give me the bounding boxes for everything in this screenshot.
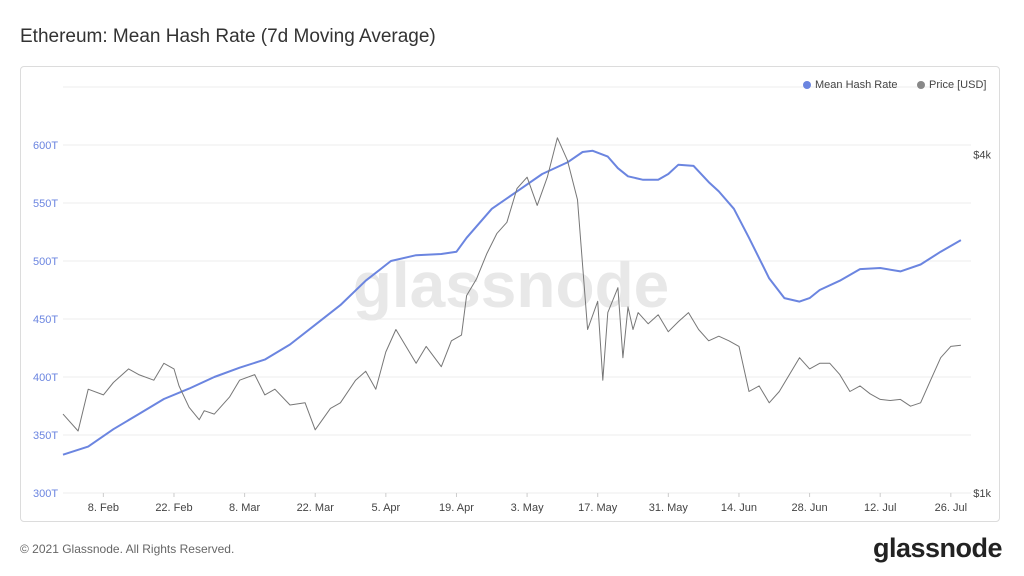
axis-layer: 300T 350T 400T 450T 500T 550T 600T $1k $4k 8. Feb… [33,140,991,514]
series-line-price [62,137,961,432]
series-layer [62,137,962,456]
y-left-tick: 400T [33,372,58,384]
legend-price-label: Price [USD] [929,79,987,91]
y-left-tick: 450T [33,314,58,326]
y-left-tick: 350T [33,430,58,442]
legend-price-dot [917,81,925,89]
watermark: glassnode [353,249,670,321]
x-tick-label: 17. May [578,502,618,514]
x-tick-label: 3. May [511,502,545,514]
x-tick-label: 22. Mar [297,502,335,514]
legend-hash[interactable]: Mean Hash Rate [803,79,898,91]
x-tick-label: 22. Feb [155,502,192,514]
copyright: © 2021 Glassnode. All Rights Reserved. [20,542,235,556]
legend-hash-label: Mean Hash Rate [815,79,898,91]
x-tick-label: 8. Mar [229,502,261,514]
x-tick-label: 14. Jun [721,502,757,514]
page-title: Ethereum: Mean Hash Rate (7d Moving Aver… [20,26,436,47]
x-tick-label: 31. May [649,502,689,514]
legend-hash-dot [803,81,811,89]
chart-panel: glassnode 300T 350T 400T 450T 500T 550T 600T $1… [20,66,1000,522]
legend-price[interactable]: Price [USD] [917,79,986,91]
y-right-tick: $4k [973,150,991,162]
x-tick-label: 26. Jul [935,502,967,514]
brand-logo: glassnode [872,533,1003,563]
x-tick-label: 12. Jul [864,502,896,514]
y-right-tick: $1k [973,488,991,500]
series-line-hash-rate [62,149,962,456]
x-tick-label: 5. Apr [371,502,400,514]
y-left-tick: 500T [33,256,58,268]
chart-svg: glassnode 300T 350T 400T 450T 500T 550T 600T $1… [33,86,991,514]
y-left-tick: 600T [33,140,58,152]
y-left-tick: 550T [33,198,58,210]
x-tick-label: 28. Jun [792,502,828,514]
y-left-tick: 300T [33,488,58,500]
x-tick-label: 8. Feb [88,502,119,514]
x-tick-label: 19. Apr [439,502,474,514]
